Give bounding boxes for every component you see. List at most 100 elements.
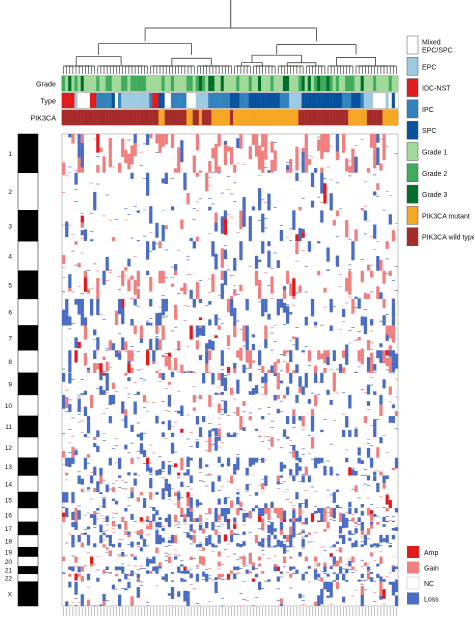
cna-gain-segment xyxy=(121,270,125,286)
cna-loss-segment xyxy=(279,521,284,531)
cna-loss-segment xyxy=(236,543,240,547)
cna-loss-segment xyxy=(314,576,318,580)
cna-gain-segment xyxy=(388,360,392,373)
cna-focal-segment xyxy=(186,486,190,487)
pik3ca-cell xyxy=(273,110,277,125)
cna-gain-segment xyxy=(149,492,153,500)
cna-gain-segment xyxy=(111,382,116,389)
cna-loss-segment xyxy=(332,492,336,503)
cna-gain-segment xyxy=(279,598,284,605)
cna-loss-segment xyxy=(161,178,165,184)
cna-focal-segment xyxy=(195,567,200,569)
cna-loss-segment xyxy=(223,514,228,522)
pik3ca-cell xyxy=(96,110,100,125)
cna-focal-segment xyxy=(68,452,72,453)
cna-focal-segment xyxy=(351,514,355,516)
cna-focal-segment xyxy=(258,301,262,303)
pik3ca-cell xyxy=(382,110,386,125)
cna-focal-segment xyxy=(102,433,106,434)
cna-focal-segment xyxy=(77,505,81,507)
cna-focal-segment xyxy=(114,512,119,514)
cna-focal-segment xyxy=(192,557,196,559)
pik3ca-cell xyxy=(177,110,181,125)
cna-loss-segment xyxy=(65,492,69,503)
cna-loss-segment xyxy=(345,457,349,463)
cna-focal-segment xyxy=(286,304,290,306)
cna-loss-segment xyxy=(233,566,237,571)
cna-focal-segment xyxy=(245,367,249,369)
grade-cell xyxy=(270,76,274,91)
cna-focal-segment xyxy=(379,138,383,140)
pik3ca-cell xyxy=(332,110,336,125)
cna-focal-segment xyxy=(189,494,193,496)
cna-loss-segment xyxy=(236,566,240,571)
cna-gain-segment xyxy=(292,278,296,297)
cna-loss-segment xyxy=(186,596,190,606)
cna-focal-segment xyxy=(242,163,246,165)
cna-loss-segment xyxy=(99,524,103,533)
cna-gain-segment xyxy=(121,138,125,157)
cna-focal-segment xyxy=(220,486,224,488)
cna-focal-segment xyxy=(142,432,147,434)
type-cell xyxy=(211,93,215,108)
cna-focal-segment xyxy=(279,411,284,413)
cna-focal-segment xyxy=(370,236,374,238)
type-cell xyxy=(379,93,383,108)
cna-gain-segment xyxy=(348,270,352,285)
cna-focal-segment xyxy=(276,588,280,590)
cna-loss-segment xyxy=(301,386,305,395)
cna-loss-segment xyxy=(317,241,321,244)
cna-gain-segment xyxy=(391,467,396,471)
cna-loss-segment xyxy=(360,573,364,579)
cna-gain-segment xyxy=(326,521,330,529)
cna-focal-segment xyxy=(142,209,147,211)
cna-loss-segment xyxy=(338,566,343,571)
cna-gain-segment xyxy=(388,325,392,339)
cna-gain-segment xyxy=(332,378,336,392)
pik3ca-cell xyxy=(108,110,112,125)
cna-loss-segment xyxy=(177,591,181,597)
pik3ca-cell xyxy=(127,110,131,125)
cna-focal-segment xyxy=(236,232,240,233)
cna-focal-segment xyxy=(177,555,181,556)
cna-loss-segment xyxy=(251,507,256,512)
cna-focal-segment xyxy=(161,294,165,296)
cna-gain-segment xyxy=(155,547,159,554)
cna-focal-segment xyxy=(304,265,308,267)
cna-focal-segment xyxy=(164,560,168,561)
legend-label: IDC-NST xyxy=(422,86,451,93)
legend-label: Grade 1 xyxy=(422,150,447,157)
cna-loss-segment xyxy=(373,224,377,239)
cna-gain-segment xyxy=(223,151,228,166)
cna-gain-segment xyxy=(71,446,75,458)
cna-legend-label: Gain xyxy=(424,566,439,573)
cna-focal-segment xyxy=(99,505,103,507)
cna-focal-segment xyxy=(192,219,196,221)
cna-loss-segment xyxy=(338,534,343,539)
grade-cell xyxy=(279,76,284,91)
cna-loss-segment xyxy=(332,350,336,362)
cna-focal-segment xyxy=(394,153,399,155)
pik3ca-cell xyxy=(74,110,78,125)
cna-loss-segment xyxy=(80,142,84,168)
cna-focal-segment xyxy=(114,462,119,464)
cna-loss-segment xyxy=(236,496,240,505)
cna-loss-segment xyxy=(83,532,88,535)
cna-gain-segment xyxy=(338,512,343,522)
cna-focal-segment xyxy=(102,531,106,533)
cna-gain-segment xyxy=(370,362,374,373)
cna-loss-segment xyxy=(391,566,396,572)
cna-focal-segment xyxy=(226,415,231,416)
cna-focal-segment xyxy=(226,497,231,499)
cna-loss-segment xyxy=(68,350,72,366)
cna-loss-segment xyxy=(279,229,284,241)
cna-loss-segment xyxy=(366,475,371,481)
cna-focal-segment xyxy=(314,562,318,564)
cna-focal-segment xyxy=(310,392,315,394)
cna-loss-segment xyxy=(155,313,159,326)
cna-focal-segment xyxy=(242,411,246,413)
cna-loss-segment xyxy=(180,140,184,163)
cna-loss-segment xyxy=(93,466,97,476)
cna-loss-segment xyxy=(329,566,333,569)
cna-loss-segment xyxy=(248,457,252,467)
